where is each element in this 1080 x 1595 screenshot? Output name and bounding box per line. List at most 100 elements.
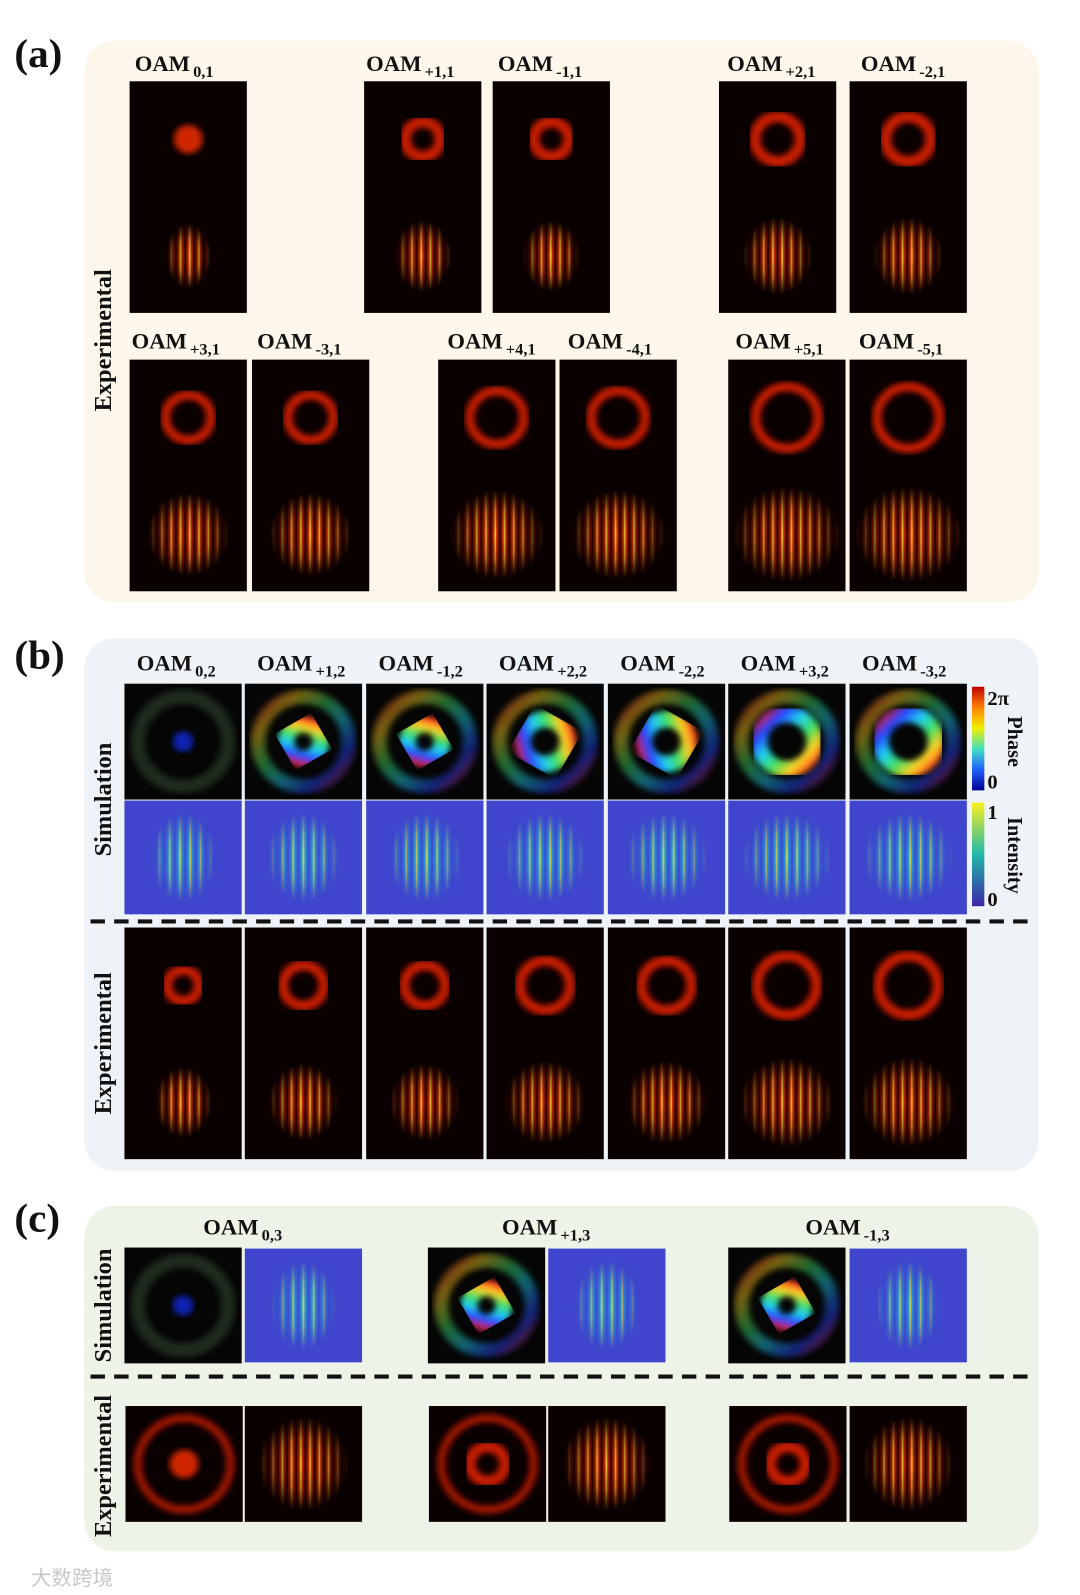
fringe — [393, 220, 452, 292]
panel-tag: (c) — [14, 1196, 60, 1241]
image-tile — [428, 1406, 547, 1522]
label-base: OAM — [741, 651, 796, 676]
fringe — [561, 1417, 653, 1511]
label-sub: 0,1 — [193, 62, 214, 81]
image-tile — [366, 683, 484, 800]
outer-ring — [250, 689, 356, 794]
beam-ring — [749, 111, 806, 168]
fringe — [862, 1417, 954, 1511]
label-base: OAM — [135, 51, 190, 76]
image-tile — [364, 81, 482, 313]
image-tile — [849, 81, 967, 313]
image-tile — [718, 81, 837, 313]
intensity-colorbar — [972, 802, 985, 907]
beam-ring — [752, 951, 822, 1020]
oam-label: OAM -5,1 — [859, 329, 943, 359]
label-sub: +2,1 — [786, 62, 816, 81]
label-sub: -1,1 — [556, 62, 582, 81]
oam-label: OAM +5,1 — [735, 329, 823, 359]
label-base: OAM — [502, 1214, 557, 1239]
beam-spot — [173, 124, 203, 154]
beam-ring — [751, 382, 823, 453]
fringe — [165, 223, 211, 289]
label-base: OAM — [620, 651, 675, 676]
label-base: OAM — [499, 651, 554, 676]
outer-ring — [855, 689, 961, 794]
vortex — [761, 1280, 813, 1331]
image-tile — [849, 359, 967, 592]
vortex — [514, 711, 576, 773]
fringe — [387, 812, 462, 903]
image-tile — [728, 1247, 846, 1364]
oam-label: OAM -1,3 — [805, 1214, 889, 1244]
oam-label: OAM +2,2 — [499, 651, 587, 681]
image-tile — [366, 800, 484, 915]
image-tile — [129, 359, 247, 592]
vortex — [635, 711, 698, 773]
fringe — [873, 217, 944, 295]
outer-ring — [434, 1253, 539, 1358]
outer-ring — [492, 689, 598, 794]
label-sub: 0,2 — [195, 662, 216, 681]
row-label: Experimental — [90, 1395, 117, 1537]
label-base: OAM — [257, 329, 312, 354]
label-sub: -4,1 — [626, 340, 652, 359]
image-tile — [244, 927, 363, 1160]
fringe — [854, 486, 962, 583]
label-sub: +1,3 — [560, 1226, 590, 1245]
label-sub: -1,3 — [864, 1226, 890, 1245]
core — [172, 1295, 194, 1316]
fringe — [625, 812, 708, 903]
fringe — [625, 1060, 708, 1144]
oam-label: OAM +1,3 — [502, 1214, 590, 1244]
label-base: OAM — [137, 651, 192, 676]
image-tile — [244, 800, 363, 915]
outer-ring — [372, 689, 478, 794]
colorbar-min: 0 — [987, 771, 997, 793]
fringe — [875, 1260, 942, 1351]
fringe — [739, 1057, 835, 1147]
image-tile — [124, 800, 242, 915]
beam-ring — [515, 955, 576, 1016]
image-tile — [129, 81, 247, 313]
tile-bg — [428, 1406, 547, 1522]
label-sub: -5,1 — [917, 340, 943, 359]
fringe — [862, 812, 954, 903]
fringe — [504, 1060, 587, 1144]
oam-label: OAM +3,2 — [741, 651, 829, 681]
oam-label: OAM +4,1 — [447, 329, 535, 359]
label-sub: +5,1 — [794, 340, 824, 359]
image-tile — [728, 359, 846, 592]
image-tile — [124, 683, 242, 800]
fringe — [268, 1063, 339, 1141]
image-tile — [849, 927, 967, 1160]
colorbar-max: 1 — [987, 802, 997, 824]
fringe — [733, 486, 841, 583]
colorbar-max: 2π — [987, 688, 1009, 710]
beam-ring — [399, 116, 446, 163]
image-tile — [427, 1247, 546, 1364]
fringe — [742, 217, 813, 295]
oam-label: OAM +1,2 — [257, 651, 345, 681]
image-tile — [486, 927, 604, 1160]
beam-ring — [465, 386, 529, 449]
image-tile — [607, 927, 726, 1160]
label-sub: +3,2 — [799, 662, 829, 681]
oam-label: OAM 0,3 — [203, 1214, 282, 1244]
label-base: OAM — [498, 51, 553, 76]
vortex — [460, 1280, 513, 1331]
beam-ring — [437, 1414, 538, 1514]
outer-ring — [614, 689, 719, 794]
beam-ring — [586, 386, 650, 449]
row-label: Simulation — [90, 742, 117, 856]
core — [172, 731, 194, 752]
row-label: Experimental — [90, 972, 117, 1114]
image-tile — [729, 1406, 847, 1522]
fringe — [573, 1260, 640, 1351]
image-tile — [244, 1406, 363, 1522]
fringe — [570, 489, 666, 580]
phase-colorbar — [972, 686, 985, 791]
oam-label: OAM -1,2 — [379, 651, 463, 681]
panel-tag: (b) — [14, 633, 64, 678]
beam-ring — [879, 111, 937, 168]
